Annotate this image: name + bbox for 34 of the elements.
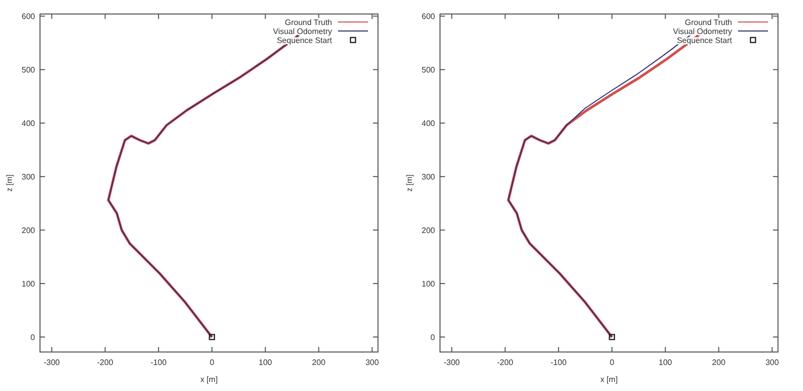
y-tick-label: 500 [22, 66, 36, 75]
x-tick-label: -200 [497, 358, 514, 367]
y-tick-label: 100 [22, 280, 36, 289]
y-tick-label: 0 [30, 333, 36, 342]
x-tick-label: 300 [765, 358, 780, 367]
legend-label: Ground Truth [284, 18, 332, 27]
x-tick-label: -200 [97, 358, 114, 367]
y-axis-title: z [m] [5, 174, 14, 192]
x-tick-label: 100 [658, 358, 673, 367]
y-tick-label: 0 [430, 333, 436, 342]
y-tick-label: 400 [422, 119, 436, 128]
x-tick-label: 200 [312, 358, 326, 367]
y-axis-title: z [m] [405, 174, 414, 192]
y-tick-label: 200 [22, 226, 36, 236]
legend-label: Ground Truth [684, 18, 732, 27]
y-tick-label: 300 [422, 172, 436, 182]
x-tick-label: -300 [444, 358, 460, 367]
x-tick-label: 0 [210, 358, 215, 367]
y-tick-label: 500 [422, 66, 436, 75]
y-tick-label: 400 [22, 119, 36, 128]
y-tick-label: 300 [22, 172, 36, 182]
x-tick-label: 300 [365, 358, 380, 367]
x-tick-label: 200 [712, 358, 726, 367]
x-tick-label: 0 [610, 358, 615, 367]
y-tick-label: 600 [422, 12, 436, 22]
y-tick-label: 600 [22, 12, 36, 22]
x-axis-title: x [m] [200, 375, 218, 384]
x-tick-label: 100 [258, 358, 273, 367]
x-axis-title: x [m] [600, 375, 618, 384]
y-tick-label: 100 [422, 280, 436, 289]
x-tick-label: -100 [550, 358, 568, 367]
x-tick-label: -300 [44, 358, 60, 367]
x-tick-label: -100 [150, 358, 168, 367]
y-tick-label: 200 [422, 226, 436, 236]
